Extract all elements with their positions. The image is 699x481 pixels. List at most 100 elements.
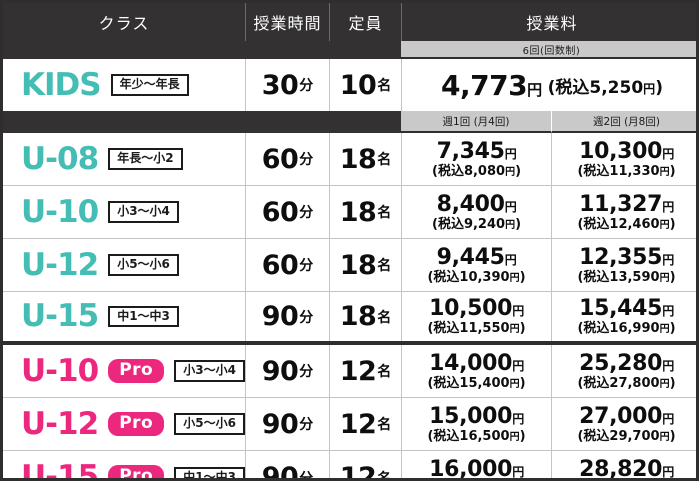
capacity-cell: 18 名 — [329, 133, 401, 185]
people-unit: 名 — [377, 258, 392, 274]
yen-unit: 円 — [504, 146, 517, 161]
kids-price-main: 4,773円 — [441, 69, 542, 102]
price-week1-tax: 税込16,500 — [433, 428, 510, 444]
price-week2-value: 25,280 — [579, 350, 663, 376]
table-row: U-08 年長〜小2 60 分 18 名 7,345円 (税込8,080円) 10,… — [3, 133, 696, 186]
table-row: U-10 小3〜小4 60 分 18 名 8,400円 (税込9,240円) 11,… — [3, 186, 696, 239]
people-unit: 名 — [377, 78, 392, 94]
yen-unit-tax: 円 — [505, 166, 516, 178]
price-week1-cell: 8,400円 (税込9,240円) — [401, 186, 551, 238]
capacity-value: 12 — [339, 462, 377, 481]
people-unit: 名 — [377, 205, 392, 221]
kids-plan-band-spacer-cap — [329, 41, 401, 59]
price-week1-tax: 税込8,080 — [437, 163, 506, 179]
minutes-unit: 分 — [299, 258, 314, 274]
minutes-unit: 分 — [299, 470, 314, 481]
lesson-time-value: 90 — [261, 301, 299, 332]
minutes-unit: 分 — [299, 364, 314, 380]
capacity-cell: 12 名 — [329, 451, 401, 481]
price-week1-value: 9,445 — [436, 244, 505, 270]
class-cell: KIDS 年少〜年長 — [3, 59, 245, 111]
capacity-cell: 18 名 — [329, 239, 401, 291]
price-week1-value: 8,400 — [436, 191, 505, 217]
capacity-cell: 12 名 — [329, 398, 401, 450]
kids-price-tax-value: 税込5,250 — [555, 77, 644, 98]
capacity-value: 18 — [339, 301, 377, 332]
yen-unit: 円 — [662, 358, 674, 373]
price-week2-tax: 税込27,800 — [583, 375, 660, 391]
grade-range-box: 小3〜小4 — [108, 201, 179, 223]
class-name: U-08 — [21, 140, 99, 177]
class-name: U-15 — [21, 298, 99, 334]
price-week2-value: 15,445 — [579, 296, 663, 322]
lesson-time-cell: 90 分 — [245, 398, 329, 450]
class-name: U-10 — [21, 193, 99, 230]
price-week2-tax: 税込12,460 — [583, 216, 660, 232]
class-cell: U-10 小3〜小4 — [3, 186, 245, 238]
kids-plan-band-spacer-time — [245, 41, 329, 59]
price-week2-cell: 28,820円 (税込31,700円) — [551, 451, 696, 481]
yen-unit-tax: 円 — [509, 378, 520, 390]
capacity-cell: 12 名 — [329, 345, 401, 397]
price-week2-tax: 税込11,330 — [583, 163, 660, 179]
class-name: U-12 — [21, 246, 99, 283]
capacity-value: 12 — [339, 355, 377, 387]
lesson-time-value: 90 — [261, 408, 299, 440]
table-row: U-10 Pro 小3〜小4 90 分 12 名 14,000円 (税込15,400… — [3, 345, 696, 398]
price-week2-value: 28,820 — [579, 457, 663, 481]
capacity-cell: 10 名 — [329, 59, 401, 111]
people-unit: 名 — [377, 152, 392, 168]
price-week2-tax: 税込29,700 — [583, 428, 660, 444]
lesson-time-value: 60 — [261, 196, 299, 228]
header-cell-time: 授業時間 — [245, 3, 329, 41]
table-row: U-15 中1〜中3 90 分 18 名 10,500円 (税込11,550円) 1… — [3, 292, 696, 345]
yen-unit: 円 — [512, 358, 524, 373]
yen-unit-tax: 円 — [659, 378, 670, 390]
minutes-unit: 分 — [299, 152, 314, 168]
minutes-unit: 分 — [299, 205, 314, 221]
table-row: U-15 Pro 中1〜中3 90分 12名 16,000円 (税込17,600… — [3, 451, 696, 481]
grade-range-box: 小5〜小6 — [108, 254, 179, 276]
kids-price-tax: (税込5,250円) — [547, 77, 663, 98]
class-cell: U-10 Pro 小3〜小4 — [3, 345, 245, 397]
price-week1-value: 10,500 — [429, 296, 513, 322]
kids-plan-band: 6回(回数制) — [3, 41, 696, 59]
grade-range-box: 年長〜小2 — [108, 148, 183, 170]
header-cell-fee: 授業料 — [401, 3, 696, 41]
yen-unit: 円 — [504, 252, 517, 267]
price-week2-cell: 25,280円 (税込27,800円) — [551, 345, 696, 397]
minutes-unit: 分 — [299, 78, 314, 94]
lesson-time-cell: 90 分 — [245, 451, 329, 481]
minutes-unit: 分 — [299, 309, 314, 326]
capacity-value: 10 — [339, 69, 377, 101]
capacity-cell: 18 名 — [329, 186, 401, 238]
class-cell: U-15 Pro 中1〜中3 — [3, 451, 245, 478]
class-cell: U-08 年長〜小2 — [3, 133, 245, 185]
plan-week2-label: 週2回 (月8回) — [551, 111, 696, 133]
class-cell: U-12 Pro 小5〜小6 — [3, 398, 245, 450]
price-week1-cell: 7,345円 (税込8,080円) — [401, 133, 551, 185]
yen-unit: 円 — [662, 465, 674, 480]
class-name: U-12 — [21, 405, 99, 442]
people-unit: 名 — [377, 364, 392, 380]
lesson-time-cell: 90 分 — [245, 292, 329, 341]
class-cell: U-12 小5〜小6 — [3, 239, 245, 291]
price-week1-value: 15,000 — [429, 403, 513, 429]
yen-unit: 円 — [504, 199, 517, 214]
yen-unit: 円 — [662, 199, 674, 214]
weekly-plan-band: 週1回 (月4回) 週2回 (月8回) — [3, 111, 696, 133]
yen-unit-tax: 円 — [659, 219, 670, 231]
price-week1-tax: 税込9,240 — [437, 216, 506, 232]
grade-range-box: 小3〜小4 — [174, 360, 245, 382]
price-week1-tax: 税込11,550 — [433, 321, 510, 337]
capacity-cell: 18 名 — [329, 292, 401, 341]
price-week2-tax: 税込13,590 — [583, 269, 660, 285]
grade-range-box: 年少〜年長 — [110, 74, 189, 96]
price-week2-value: 12,355 — [579, 244, 663, 270]
price-week1-value: 16,000 — [429, 457, 513, 481]
price-week1-value: 14,000 — [429, 350, 513, 376]
price-week1-tax: 税込15,400 — [433, 375, 510, 391]
weekly-band-spacer-cap — [329, 111, 401, 133]
price-week2-cell: 15,445円 (税込16,990円) — [551, 292, 696, 341]
